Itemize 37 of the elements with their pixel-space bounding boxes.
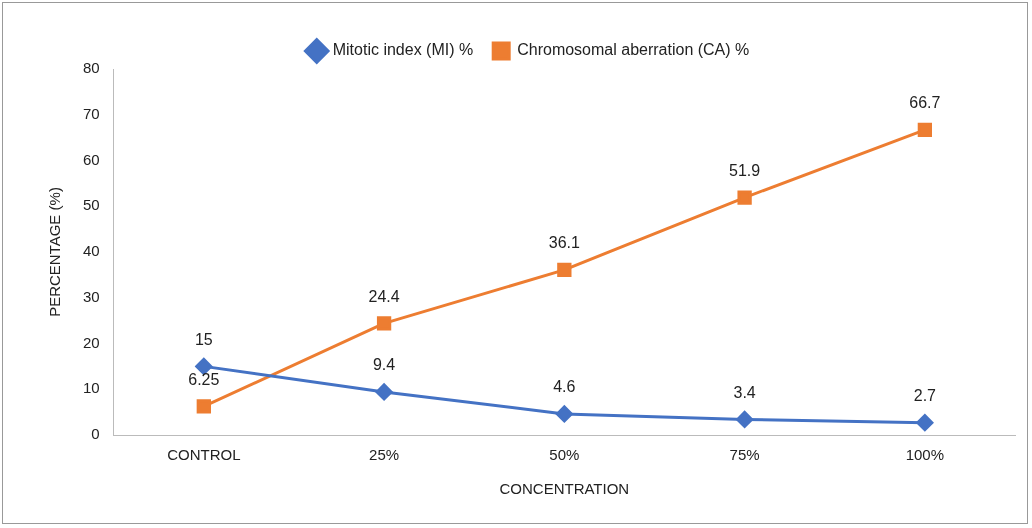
x-tick-label: 100%	[905, 446, 945, 464]
y-tick-label: 10	[83, 379, 100, 397]
data-label: 66.7	[909, 94, 941, 112]
data-label: 24.4	[368, 287, 400, 305]
y-tick-label: 20	[83, 333, 100, 351]
legend-label: Mitotic index (MI) %	[332, 41, 474, 59]
x-tick-label: CONTROL	[167, 446, 241, 464]
point	[916, 414, 934, 432]
point	[375, 383, 393, 401]
y-tick-label: 80	[83, 59, 100, 77]
data-label: 2.7	[913, 387, 937, 405]
point	[737, 190, 752, 205]
point	[557, 262, 572, 277]
data-label: 15	[194, 330, 213, 348]
y-tick-label: 70	[83, 104, 100, 122]
data-label: 36.1	[548, 234, 581, 252]
y-tick-label: 50	[83, 196, 100, 214]
x-tick-label: 25%	[369, 446, 400, 464]
x-axis-title: CONCENTRATION	[499, 480, 630, 498]
legend-label: Chromosomal aberration (CA) %	[517, 41, 750, 59]
data-label: 4.6	[553, 378, 576, 396]
point	[917, 122, 933, 137]
y-axis-title: PERCENTAGE (%)	[46, 187, 64, 317]
data-label: 3.4	[733, 383, 756, 401]
x-tick-label: 75%	[729, 446, 760, 464]
y-tick-label: 60	[83, 150, 100, 168]
data-label: 51.9	[729, 161, 761, 179]
point	[376, 316, 392, 331]
y-tick-label: 40	[83, 242, 100, 260]
point	[196, 399, 211, 414]
y-tick-label: 30	[83, 287, 100, 305]
data-label: 9.4	[372, 356, 396, 374]
y-tick-label: 0	[91, 425, 100, 443]
x-tick-label: 50%	[549, 446, 580, 464]
point	[736, 410, 754, 428]
point	[555, 405, 573, 423]
data-label: 6.25	[188, 370, 220, 388]
